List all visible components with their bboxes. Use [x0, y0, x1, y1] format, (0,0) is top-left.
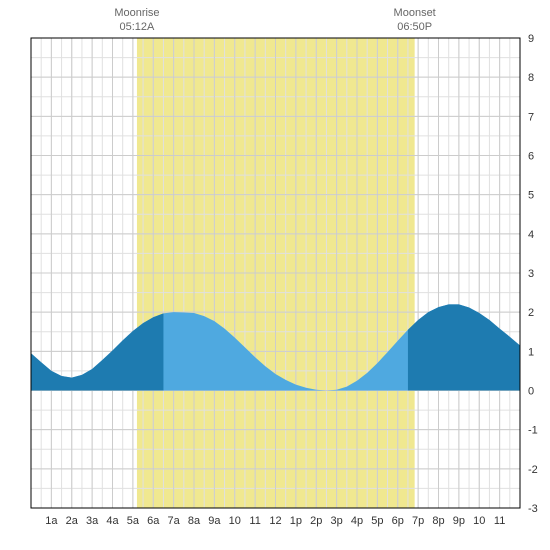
y-tick-label: 5 — [528, 190, 534, 202]
x-tick-label: 3p — [331, 515, 343, 527]
y-tick-label: 2 — [528, 307, 534, 319]
y-tick-label: 0 — [528, 386, 534, 398]
moon-rise-title: Moonrise — [114, 7, 159, 19]
x-tick-label: 9p — [453, 515, 465, 527]
x-tick-label: 2a — [66, 515, 79, 527]
x-tick-label: 6p — [392, 515, 404, 527]
y-tick-label: 3 — [528, 268, 534, 280]
x-tick-label: 8p — [432, 515, 444, 527]
moon-set-time: 06:50P — [397, 21, 432, 33]
x-tick-label: 8a — [188, 515, 201, 527]
x-tick-label: 11 — [249, 515, 260, 527]
x-tick-label: 5a — [127, 515, 140, 527]
y-tick-label: 1 — [528, 346, 534, 358]
x-tick-label: 6a — [147, 515, 160, 527]
y-tick-label: -3 — [528, 503, 538, 515]
y-tick-label: 8 — [528, 72, 534, 84]
x-tick-label: 4p — [351, 515, 363, 527]
y-tick-label: 6 — [528, 151, 534, 163]
tide-chart: -3-2-101234567891a2a3a4a5a6a7a8a9a101112… — [0, 0, 550, 550]
y-tick-label: 4 — [528, 229, 534, 241]
x-tick-label: 10 — [229, 515, 241, 527]
y-tick-label: -1 — [528, 425, 538, 437]
x-tick-label: 9a — [208, 515, 221, 527]
x-tick-label: 7p — [412, 515, 424, 527]
y-tick-label: -2 — [528, 464, 538, 476]
x-tick-label: 1a — [45, 515, 58, 527]
moon-set-title: Moonset — [394, 7, 436, 19]
x-tick-label: 7a — [168, 515, 181, 527]
y-tick-label: 9 — [528, 33, 534, 45]
x-tick-label: 11 — [494, 515, 505, 527]
x-tick-label: 4a — [106, 515, 119, 527]
x-tick-label: 5p — [371, 515, 383, 527]
x-tick-label: 1p — [290, 515, 302, 527]
x-tick-label: 12 — [269, 515, 281, 527]
x-tick-label: 10 — [473, 515, 485, 527]
chart-svg: -3-2-101234567891a2a3a4a5a6a7a8a9a101112… — [0, 0, 550, 550]
x-tick-label: 3a — [86, 515, 99, 527]
moon-rise-time: 05:12A — [120, 21, 156, 33]
y-tick-label: 7 — [528, 111, 534, 123]
x-tick-label: 2p — [310, 515, 322, 527]
